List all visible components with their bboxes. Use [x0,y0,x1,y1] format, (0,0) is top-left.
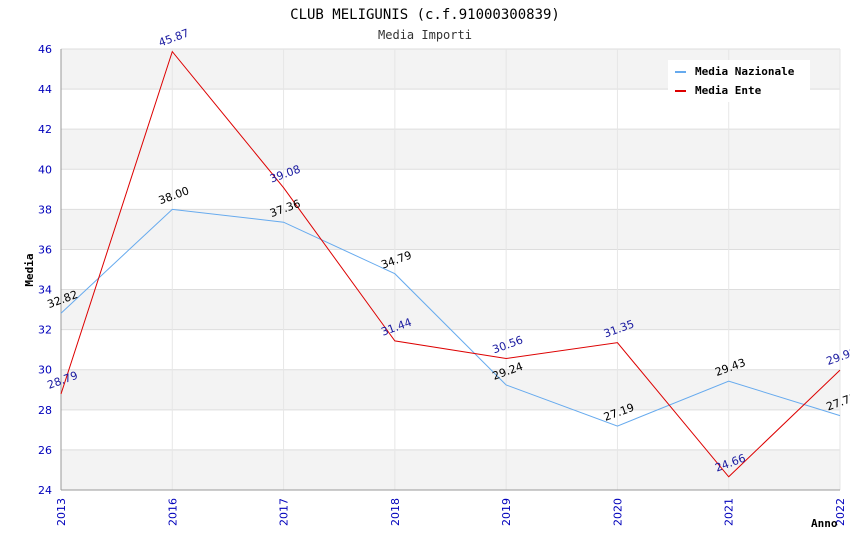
y-tick-label: 30 [38,364,52,377]
data-label-media-ente: 30.56 [491,333,525,356]
x-tick-label: 2017 [278,498,291,526]
data-label-media-nazionale: 38.00 [157,184,191,207]
grid-band [61,369,840,410]
x-tick-label: 2020 [611,498,624,526]
grid-band [61,449,840,490]
legend-label-media-ente: Media Ente [695,84,762,97]
y-tick-label: 28 [38,404,52,417]
grid-band [61,129,840,170]
y-tick-label: 40 [38,163,52,176]
series-line-media-nazionale [60,208,841,427]
y-tick-label: 34 [38,284,52,297]
series-lines [60,50,841,478]
data-label-media-ente: 29.98 [825,345,850,368]
series-line-media-ente [60,50,841,478]
legend-label-media-nazionale: Media Nazionale [695,65,795,78]
y-tick-label: 32 [38,324,52,337]
data-label-media-ente: 45.87 [157,26,191,49]
axes: 24 26 28 30 32 34 36 38 40 42 44 46 2013 2016 2017 2018… [38,43,847,526]
legend: Media Nazionale Media Ente [668,60,810,102]
x-axis-label: Anno [811,517,838,530]
y-tick-label: 26 [38,444,52,457]
y-tick-label: 42 [38,123,52,136]
y-tick-label: 24 [38,484,52,497]
x-tick-label: 2016 [166,498,179,526]
grid [60,48,841,491]
data-label-media-nazionale: 34.79 [379,249,413,272]
x-tick-label: 2013 [55,498,68,526]
y-tick-label: 36 [38,243,52,256]
y-tick-label: 44 [38,83,52,96]
x-tick-label: 2021 [723,498,736,526]
y-tick-label: 46 [38,43,52,56]
y-axis-label: Media [23,253,36,286]
x-tick-label: 2018 [389,498,402,526]
chart-subtitle: Media Importi [378,28,472,42]
x-tick-label: 2019 [500,498,513,526]
y-tick-label: 38 [38,203,52,216]
x-tick-label: 2022 [834,498,847,526]
chart-title: CLUB MELIGUNIS (c.f.91000300839) [290,7,560,23]
grid-band [61,289,840,330]
grid-band [61,209,840,250]
legend-box [668,60,810,102]
